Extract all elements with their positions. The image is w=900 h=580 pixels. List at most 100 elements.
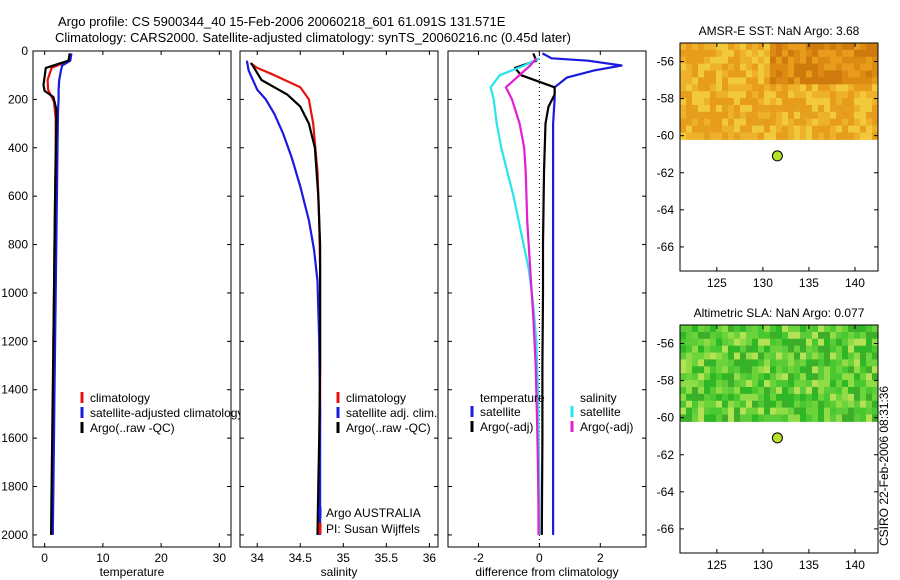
map-cell <box>812 77 819 85</box>
map-cell <box>698 132 705 140</box>
map-cell <box>770 132 777 140</box>
map-cell <box>812 132 819 140</box>
map-cell <box>854 125 861 134</box>
map-cell <box>740 63 747 72</box>
map-cell <box>860 56 867 65</box>
map-cell <box>872 132 879 140</box>
map-cell <box>776 331 783 340</box>
map-cell <box>806 132 813 140</box>
map-cell <box>836 132 843 140</box>
map-cell <box>704 407 711 416</box>
map-cell <box>872 366 879 374</box>
map-cell <box>782 43 789 51</box>
map-cell <box>824 132 831 140</box>
map-cell <box>818 104 825 113</box>
map-cell <box>866 111 873 120</box>
map-cell <box>860 91 867 99</box>
map-cell <box>836 352 843 360</box>
map-cell <box>770 331 777 340</box>
map-cell <box>710 414 717 422</box>
y-tick-label: -64 <box>657 203 675 217</box>
map-cell <box>764 56 771 65</box>
map-cell <box>794 338 801 347</box>
map-cell <box>734 325 741 333</box>
map-cell <box>770 373 777 381</box>
map-cell <box>776 98 783 106</box>
map-cell <box>770 325 777 333</box>
map-cell <box>860 373 867 381</box>
map-cell <box>692 125 699 134</box>
map-cell <box>848 104 855 113</box>
map-cell <box>824 56 831 65</box>
map-cell <box>710 407 717 416</box>
map-cell <box>728 386 735 395</box>
map-cell <box>800 414 807 422</box>
map-cell <box>728 63 735 72</box>
map-cell <box>830 118 837 127</box>
map-cell <box>686 104 693 113</box>
map-cell <box>854 118 861 127</box>
map-cell <box>854 366 861 374</box>
map-cell <box>776 70 783 78</box>
map-cell <box>842 56 849 65</box>
map-cell <box>710 345 717 354</box>
map-cell <box>716 104 723 113</box>
map-cell <box>794 352 801 360</box>
map-frame <box>679 324 879 554</box>
map-cell <box>752 352 759 360</box>
map-cell <box>680 104 687 113</box>
map-cell <box>728 132 735 140</box>
map-cell <box>698 56 705 65</box>
map-cell <box>818 352 825 360</box>
map-cell <box>872 70 879 78</box>
map-cell <box>710 91 717 99</box>
map-cell <box>776 366 783 374</box>
map-cell <box>794 345 801 354</box>
map-cell <box>866 63 873 72</box>
map-cell <box>854 338 861 347</box>
map-cell <box>746 111 753 120</box>
map-cell <box>734 49 741 58</box>
map-cell <box>770 414 777 422</box>
map-cell <box>734 118 741 127</box>
map-cell <box>686 352 693 360</box>
map-cell <box>740 43 747 51</box>
map-cell <box>698 373 705 381</box>
x-tick-label: 36 <box>423 551 437 565</box>
map-cell <box>860 400 867 409</box>
map-cell <box>758 104 765 113</box>
map-cell <box>770 393 777 402</box>
map-cell <box>680 43 687 51</box>
map-cell <box>758 77 765 85</box>
map-cell <box>836 63 843 72</box>
map-cell <box>824 63 831 72</box>
map-cell <box>818 359 825 367</box>
map-cell <box>740 98 747 106</box>
map-cell <box>824 49 831 58</box>
map-cell <box>770 125 777 134</box>
map-cell <box>806 56 813 65</box>
map-cell <box>866 386 873 395</box>
legend-header: temperature <box>480 391 545 405</box>
map-cell <box>764 84 771 92</box>
map-cell <box>704 359 711 367</box>
map-cell <box>734 345 741 354</box>
map-cell <box>764 43 771 51</box>
map-cell <box>722 373 729 381</box>
map-cell <box>788 43 795 51</box>
map-cell <box>794 70 801 78</box>
map-cell <box>854 393 861 402</box>
map-cell <box>770 359 777 367</box>
map-cell <box>812 104 819 113</box>
map-field-cells <box>680 325 879 422</box>
map-cell <box>710 98 717 106</box>
map-cell <box>842 77 849 85</box>
map-cell <box>806 400 813 409</box>
map-cell <box>758 386 765 395</box>
map-cell <box>860 98 867 106</box>
map-title: AMSR-E SST: NaN Argo: 3.68 <box>699 24 860 38</box>
map-cell <box>722 84 729 92</box>
map-cell <box>824 414 831 422</box>
map-cell <box>740 111 747 120</box>
